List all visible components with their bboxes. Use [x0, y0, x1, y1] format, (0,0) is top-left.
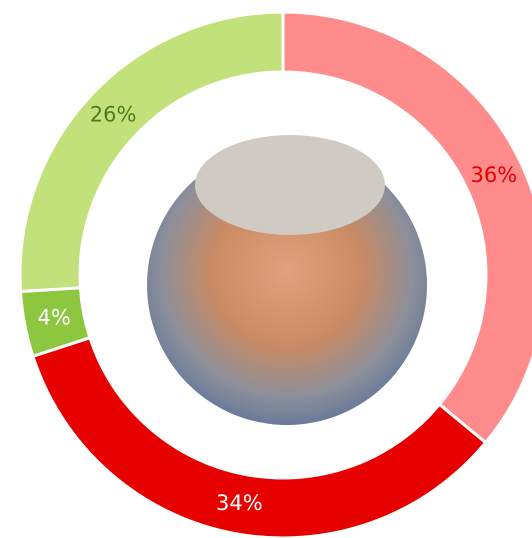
- photo-hair: [195, 135, 385, 235]
- labels: 36% 34% 4% 26%: [37, 103, 517, 515]
- slice: [30, 335, 488, 538]
- slice-label: 26%: [90, 103, 137, 127]
- slice-label: 34%: [216, 491, 263, 515]
- donut: [18, 10, 532, 538]
- slice-label: 36%: [470, 163, 517, 187]
- slice: [18, 10, 285, 294]
- slice: [281, 10, 532, 445]
- slice-label: 4%: [37, 306, 70, 330]
